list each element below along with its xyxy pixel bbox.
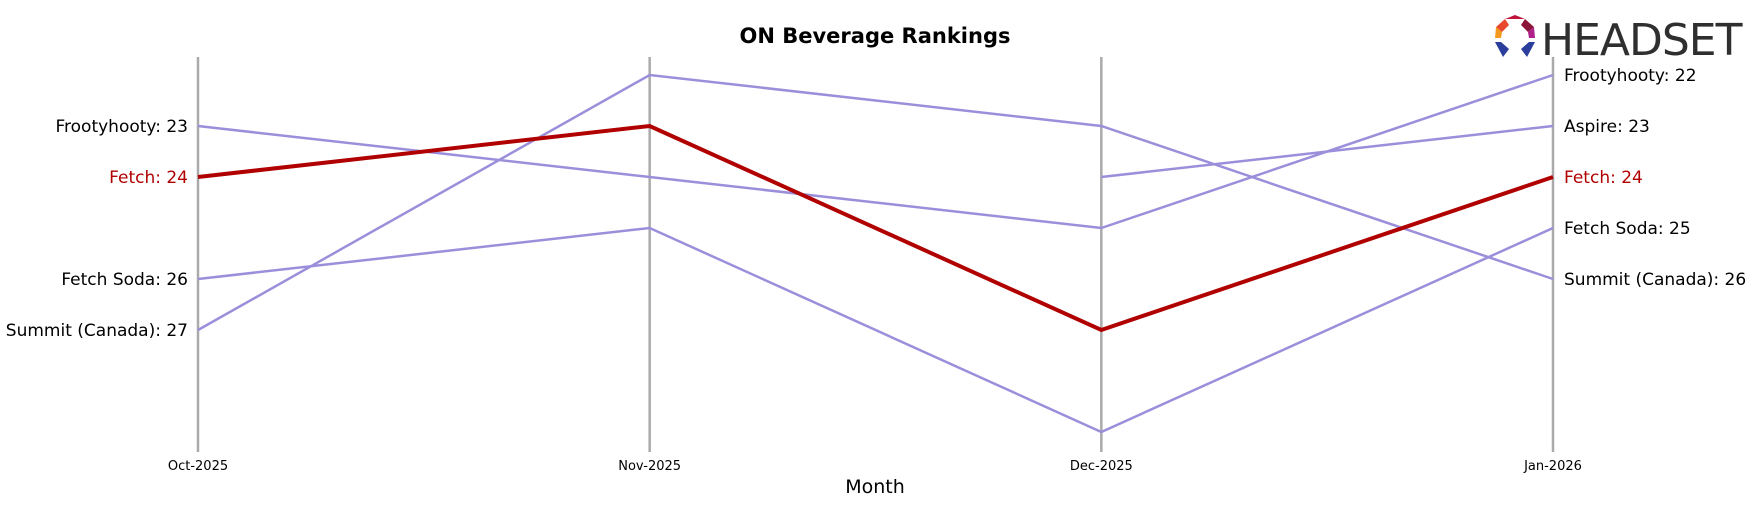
left-label-fetch-soda: Fetch Soda: 26 [61,270,188,290]
x-axis-label: Month [845,476,905,498]
right-rank-labels: Frootyhooty: 22 Aspire: 23 Fetch: 24 Fetch … [1564,66,1746,290]
x-tick-nov-2025: Nov-2025 [618,459,681,474]
x-tick-dec-2025: Dec-2025 [1070,459,1133,474]
series-line-aspire [1101,124,1554,179]
headset-logo-icon [1495,15,1535,57]
right-label-fetch: Fetch: 24 [1564,168,1643,188]
right-label-fetch-soda: Fetch Soda: 25 [1564,219,1691,239]
series-lines [197,73,1554,434]
right-label-aspire: Aspire: 23 [1564,117,1650,137]
x-tick-labels: Oct-2025 Nov-2025 Dec-2025 Jan-2026 [168,459,1582,474]
right-label-summit-canada: Summit (Canada): 26 [1564,270,1746,290]
x-tick-oct-2025: Oct-2025 [168,459,228,474]
series-line-frootyhooty [197,73,1554,230]
left-rank-labels: Frootyhooty: 23 Fetch: 24 Fetch Soda: 26 Su… [6,117,188,341]
series-line-fetch [197,123,1554,333]
series-line-summit-canada [197,73,1554,332]
left-label-fetch: Fetch: 24 [109,168,188,188]
headset-logo: HEADSET [1495,15,1744,66]
month-gridlines [196,57,1555,452]
chart-title: ON Beverage Rankings [740,24,1011,48]
left-label-frootyhooty: Frootyhooty: 23 [55,117,188,137]
headset-logo-text: HEADSET [1541,15,1743,66]
left-label-summit-canada: Summit (Canada): 27 [6,321,188,341]
x-tick-jan-2026: Jan-2026 [1523,459,1582,474]
right-label-frootyhooty: Frootyhooty: 22 [1564,66,1697,86]
series-line-fetch-soda [197,226,1554,434]
